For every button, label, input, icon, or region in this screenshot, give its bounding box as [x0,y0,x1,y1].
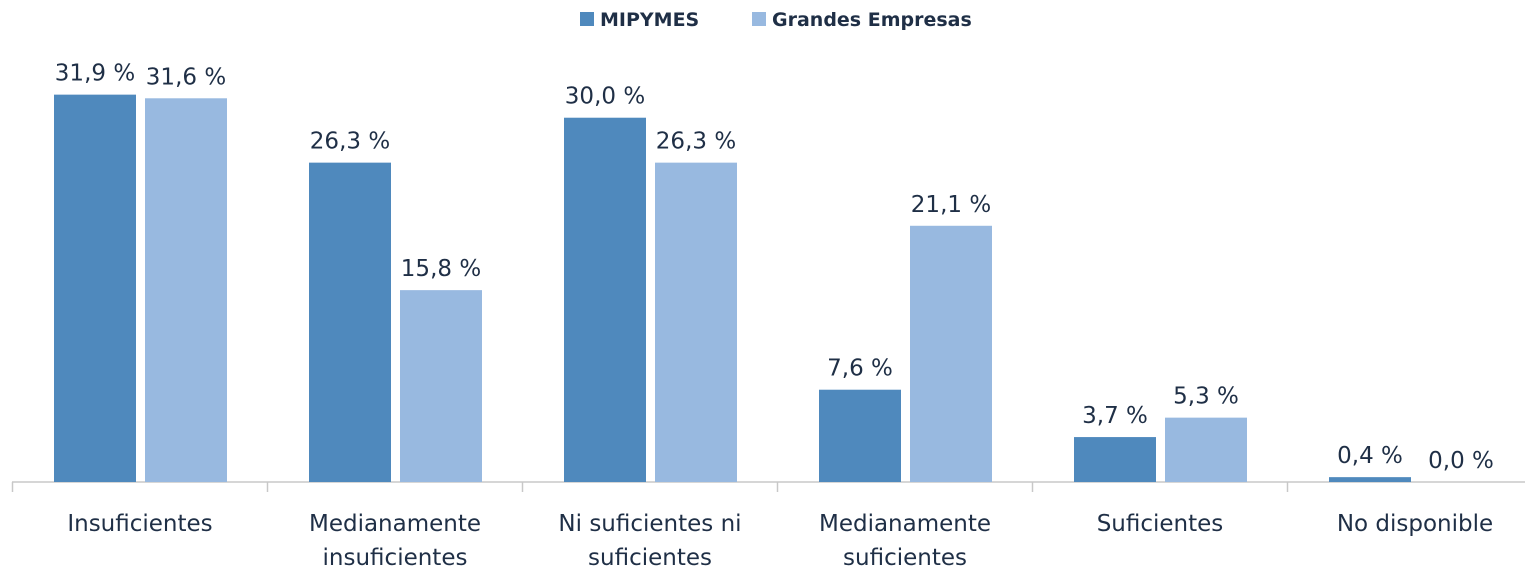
legend-label: Grandes Empresas [772,9,972,31]
x-tick-label: Medianamente insuficientes [308,511,482,571]
data-label: 0,0 % [1428,448,1494,474]
x-tick-label: Ni suficientes ni suficientes [558,511,742,571]
x-tick-label: Suficientes [1096,511,1224,537]
data-label: 31,6 % [146,64,226,90]
legend-swatch [752,12,766,26]
bar [400,290,482,482]
bar [819,389,901,482]
x-tick-label: No disponible [1336,511,1494,537]
data-label: 30,0 % [565,84,645,110]
data-label: 26,3 % [310,129,390,155]
bar [1165,417,1247,482]
legend-label: MIPYMES [600,9,699,31]
data-label: 7,6 % [827,356,893,382]
bar [1074,437,1156,482]
bar [54,94,136,483]
data-label: 5,3 % [1173,384,1239,410]
data-label: 3,7 % [1082,403,1148,429]
bar [910,225,992,483]
data-label: 26,3 % [656,129,736,155]
x-tick-label: Insuficientes [67,511,213,537]
bar [655,162,737,482]
data-label: 0,4 % [1337,443,1403,469]
legend-swatch [580,12,594,26]
bar [145,98,227,483]
data-label: 31,9 % [55,61,135,87]
bar [1329,477,1411,482]
data-label: 15,8 % [401,256,481,282]
bar [564,117,646,482]
bar [309,162,391,482]
data-label: 21,1 % [911,192,991,218]
x-tick-label: Medianamente suficientes [818,511,992,571]
